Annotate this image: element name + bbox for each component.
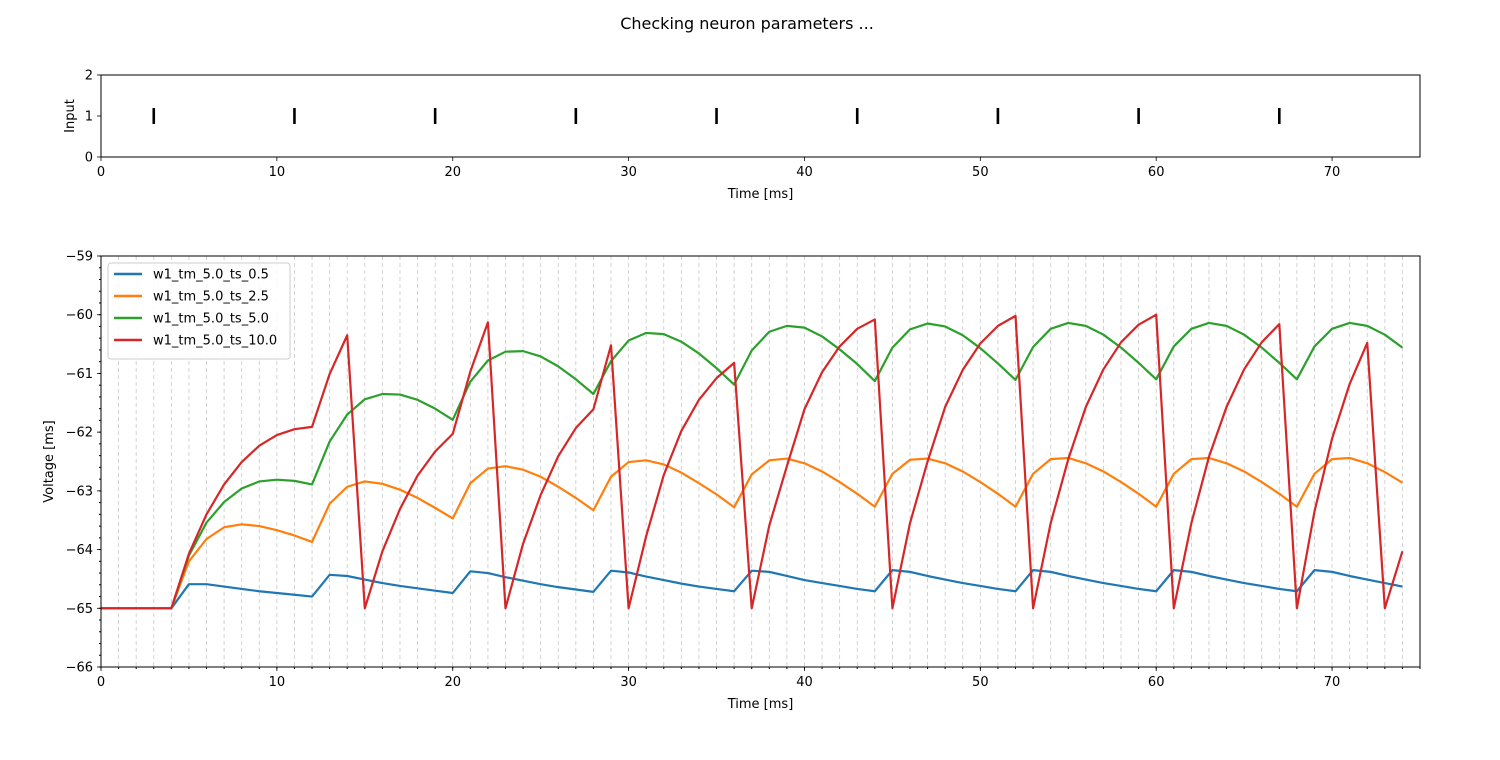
legend-label: w1_tm_5.0_ts_0.5 xyxy=(153,268,269,283)
y-tick-label: 1 xyxy=(85,110,93,125)
voltage-axes: 0 10 20 30 40 50 60 70 −66 −65 −64 −63 −62 −61 −60 −59 T… xyxy=(42,250,1421,712)
x-tick-label: 0 xyxy=(97,165,105,180)
series-line-w1_tm_5.0_ts_10.0 xyxy=(101,313,1404,610)
x-tick-label: 10 xyxy=(269,165,286,180)
x-tick-label: 40 xyxy=(796,165,813,180)
x-axis-label: Time [ms] xyxy=(727,697,794,712)
x-tick-label: 60 xyxy=(1148,675,1165,690)
x-tick-label: 60 xyxy=(1148,165,1165,180)
x-tick-label: 40 xyxy=(796,675,813,690)
x-tick-label: 70 xyxy=(1324,165,1341,180)
x-tick-label: 50 xyxy=(972,675,989,690)
y-tick-label: −59 xyxy=(66,250,93,265)
series-line-w1_tm_5.0_ts_5.0 xyxy=(101,321,1404,610)
y-axis-label: Input xyxy=(63,99,78,133)
y-tick-label: −65 xyxy=(66,602,93,617)
y-tick-label: −62 xyxy=(66,426,93,441)
x-tick-label: 10 xyxy=(269,675,286,690)
y-tick-label: −60 xyxy=(66,308,93,323)
y-tick-label: −61 xyxy=(66,367,93,382)
x-tick-label: 20 xyxy=(444,675,461,690)
y-tick-label: 0 xyxy=(85,151,93,166)
x-tick-label: 30 xyxy=(620,675,637,690)
legend-label: w1_tm_5.0_ts_5.0 xyxy=(153,312,269,327)
y-tick-label: −64 xyxy=(66,543,93,558)
legend-label: w1_tm_5.0_ts_2.5 xyxy=(153,290,269,305)
y-tick-label: −66 xyxy=(66,661,93,676)
y-axis-label: Voltage [ms] xyxy=(42,420,57,502)
y-tick-label: 2 xyxy=(85,69,93,84)
legend-label: w1_tm_5.0_ts_10.0 xyxy=(153,334,277,349)
input-spike-axes: 0 10 20 30 40 50 60 70 0 1 2 Time [ms] Input xyxy=(63,69,1421,202)
x-tick-label: 50 xyxy=(972,165,989,180)
figure-title: Checking neuron parameters ... xyxy=(620,14,874,33)
series-line-w1_tm_5.0_ts_2.5 xyxy=(101,456,1403,610)
axes-frame xyxy=(100,255,1421,668)
y-tick-label: −63 xyxy=(66,484,93,499)
axes-frame xyxy=(100,74,1421,158)
x-tick-label: 70 xyxy=(1324,675,1341,690)
legend-box xyxy=(107,262,291,360)
x-tick-label: 20 xyxy=(444,165,461,180)
x-axis-label: Time [ms] xyxy=(727,187,794,202)
series-line-w1_tm_5.0_ts_0.5 xyxy=(101,569,1403,610)
x-tick-label: 0 xyxy=(97,675,105,690)
x-tick-label: 30 xyxy=(620,165,637,180)
